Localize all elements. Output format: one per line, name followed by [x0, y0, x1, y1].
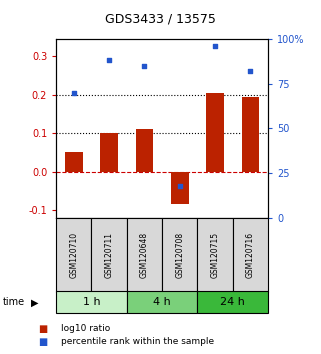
- Bar: [241, 97, 259, 172]
- Text: GSM120708: GSM120708: [175, 232, 184, 278]
- Point: [248, 68, 253, 74]
- Text: percentile rank within the sample: percentile rank within the sample: [61, 337, 214, 346]
- Point: [107, 58, 112, 63]
- Text: GSM120716: GSM120716: [246, 232, 255, 278]
- Bar: [197, 291, 268, 313]
- Text: time: time: [3, 297, 25, 307]
- Bar: [91, 218, 127, 292]
- Text: GSM120715: GSM120715: [211, 232, 220, 278]
- Text: ■: ■: [39, 337, 48, 347]
- Text: 4 h: 4 h: [153, 297, 171, 307]
- Bar: [100, 133, 118, 172]
- Text: log10 ratio: log10 ratio: [61, 324, 110, 333]
- Point: [71, 90, 76, 96]
- Bar: [162, 218, 197, 292]
- Text: GDS3433 / 13575: GDS3433 / 13575: [105, 12, 216, 25]
- Text: 1 h: 1 h: [83, 297, 100, 307]
- Bar: [127, 291, 197, 313]
- Bar: [135, 129, 153, 172]
- Bar: [171, 172, 188, 204]
- Bar: [56, 291, 127, 313]
- Text: 24 h: 24 h: [220, 297, 245, 307]
- Bar: [233, 218, 268, 292]
- Text: GSM120648: GSM120648: [140, 232, 149, 278]
- Point: [213, 43, 218, 49]
- Text: ■: ■: [39, 324, 48, 333]
- Text: GSM120711: GSM120711: [105, 232, 114, 278]
- Text: ▶: ▶: [30, 297, 38, 307]
- Point: [177, 183, 182, 188]
- Point: [142, 63, 147, 69]
- Bar: [206, 93, 224, 172]
- Bar: [65, 152, 82, 172]
- Text: GSM120710: GSM120710: [69, 232, 78, 278]
- Bar: [127, 218, 162, 292]
- Bar: [56, 218, 91, 292]
- Bar: [197, 218, 233, 292]
